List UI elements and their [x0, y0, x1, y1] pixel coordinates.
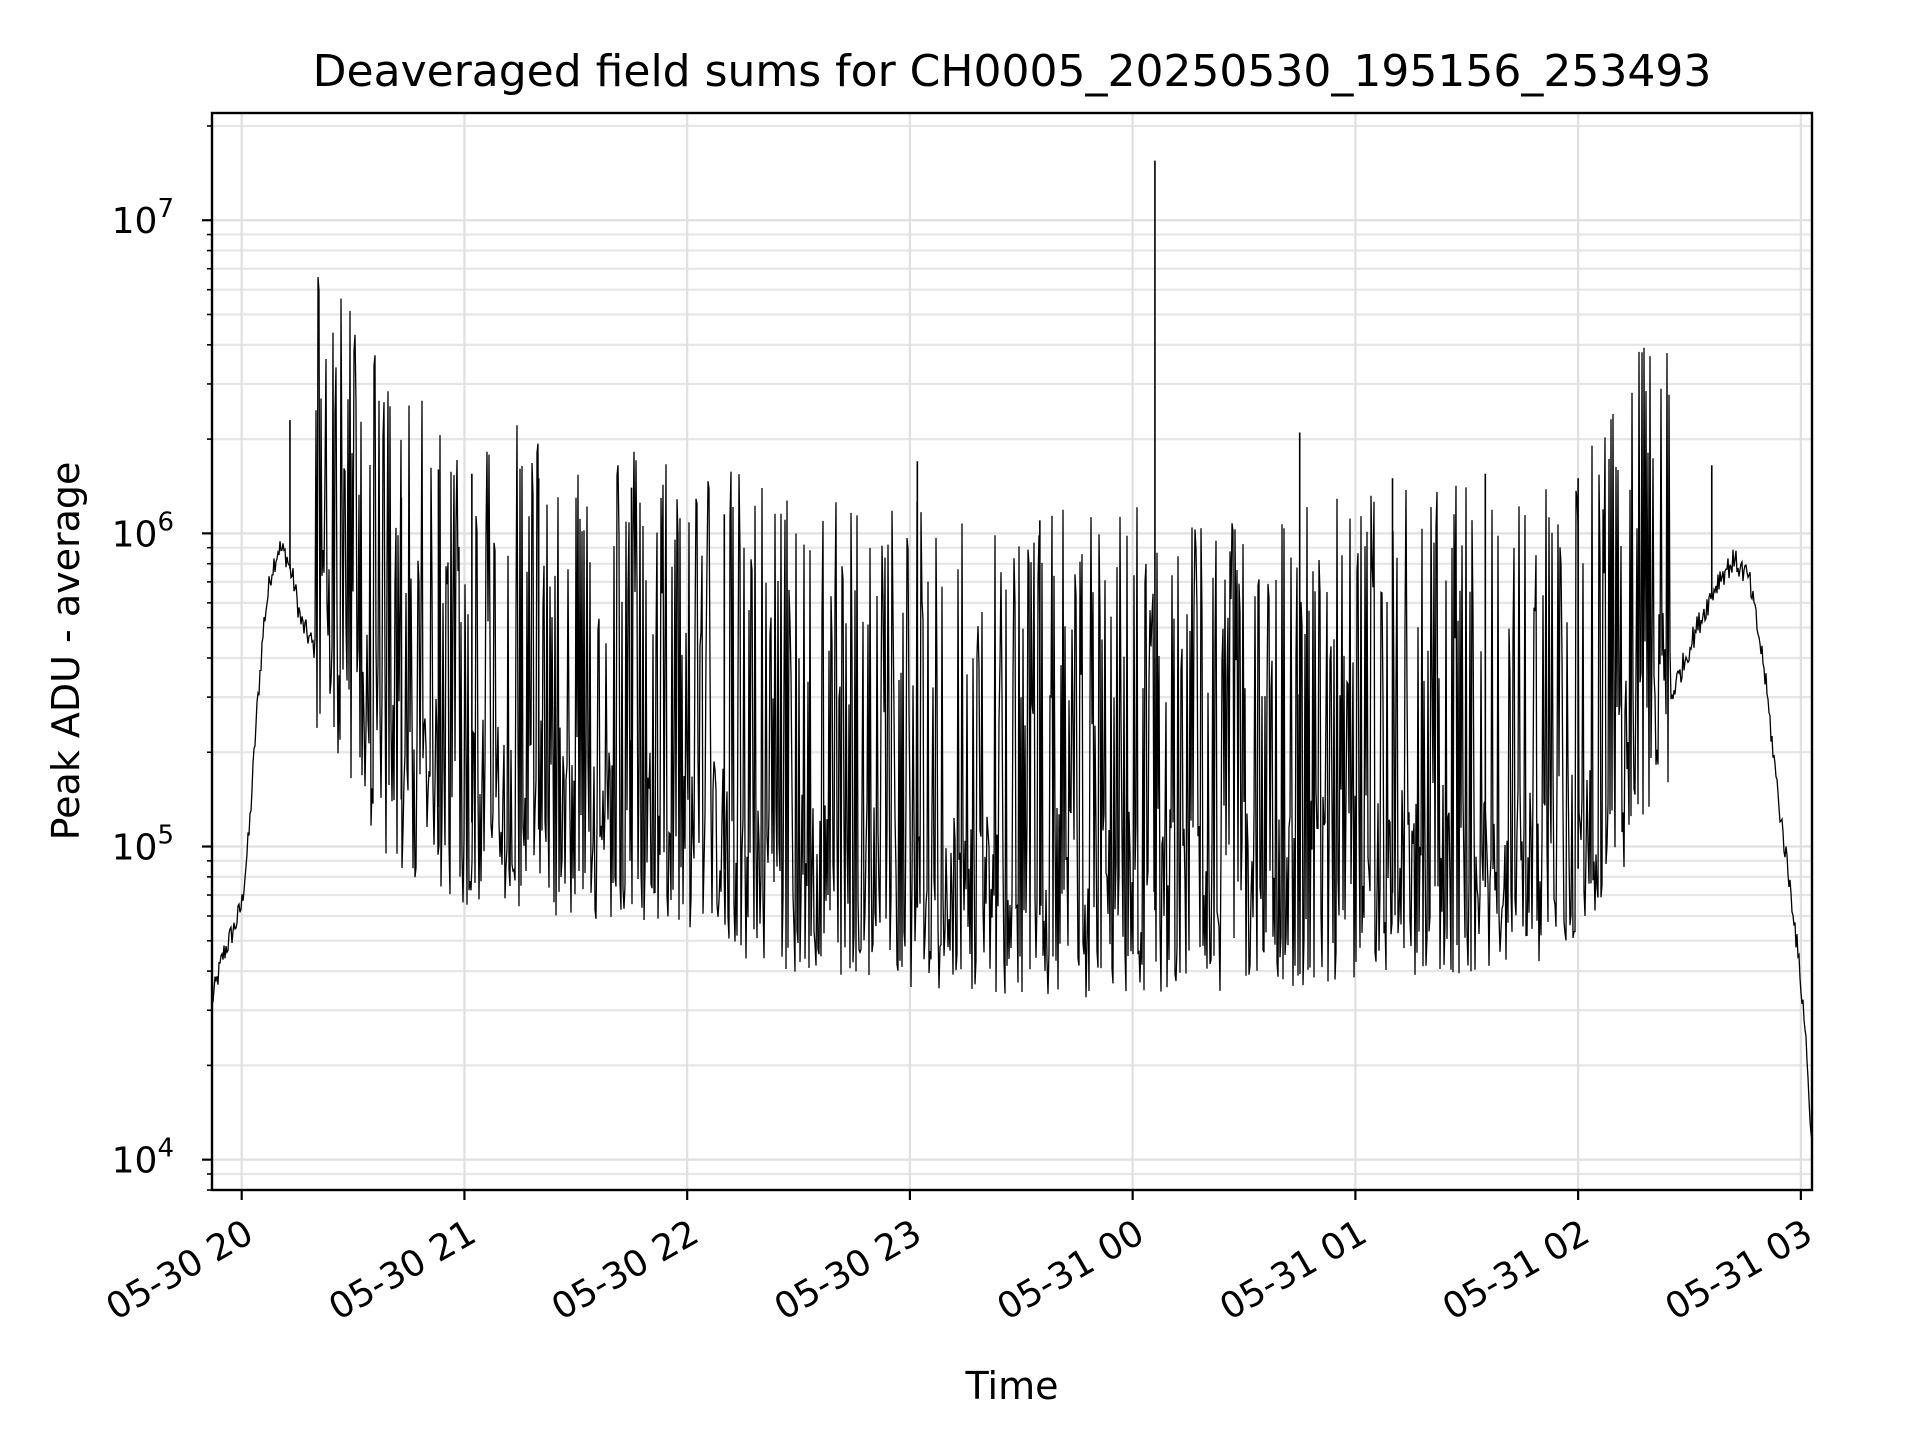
x-tick-label: 05-30 21 — [322, 1212, 483, 1328]
x-tick-label: 05-31 00 — [990, 1212, 1151, 1328]
x-tick-label: 05-30 23 — [768, 1212, 929, 1328]
x-tick-label: 05-31 01 — [1213, 1212, 1374, 1328]
plot-frame — [210, 111, 1814, 1192]
y-tick-label: 105 — [112, 821, 174, 869]
chart-title: Deaveraged field sums for CH0005_2025053… — [313, 46, 1712, 97]
series-line — [211, 277, 1813, 1141]
y-tick-label: 104 — [112, 1134, 174, 1182]
y-tick-label: 107 — [112, 194, 174, 242]
y-axis: 104 105 106 107 — [112, 125, 212, 1191]
x-axis: 05-30 20 05-30 21 05-30 22 05-30 23 05-31 00… — [100, 1190, 1820, 1329]
y-tick-label: 106 — [112, 507, 174, 555]
x-tick-label: 05-31 03 — [1659, 1212, 1820, 1328]
line-series — [211, 160, 1813, 1141]
y-axis-label: Peak ADU - average — [44, 462, 88, 841]
x-axis-label: Time — [965, 1364, 1059, 1408]
x-tick-label: 05-31 02 — [1436, 1212, 1597, 1328]
x-tick-label: 05-30 22 — [545, 1212, 706, 1328]
x-tick-label: 05-30 20 — [100, 1212, 261, 1328]
